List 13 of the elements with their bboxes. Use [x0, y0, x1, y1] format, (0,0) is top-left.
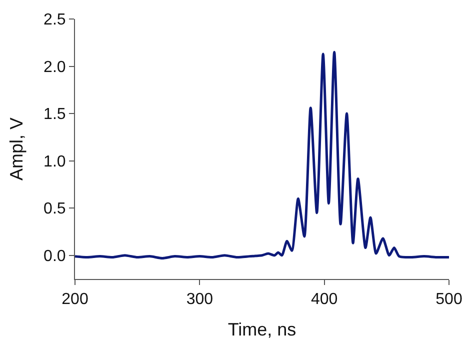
y-tick-label: 1.5: [44, 106, 66, 124]
y-tick-label: 2.5: [44, 12, 66, 29]
x-axis-title: Time, ns: [228, 319, 296, 340]
y-axis-title: Ampl, V: [6, 117, 27, 181]
x-tick-label: 300: [186, 291, 214, 308]
y-tick-label: 1.0: [44, 153, 66, 170]
y-tick-label: 0.0: [44, 248, 66, 265]
x-tick-label: 200: [62, 291, 88, 308]
x-tick-label: 400: [310, 291, 338, 308]
x-tick-label: 500: [436, 291, 462, 308]
line-series: [75, 50, 449, 260]
y-tick-label: 2.0: [44, 58, 66, 76]
y-tick-label: 0.5: [44, 200, 66, 218]
